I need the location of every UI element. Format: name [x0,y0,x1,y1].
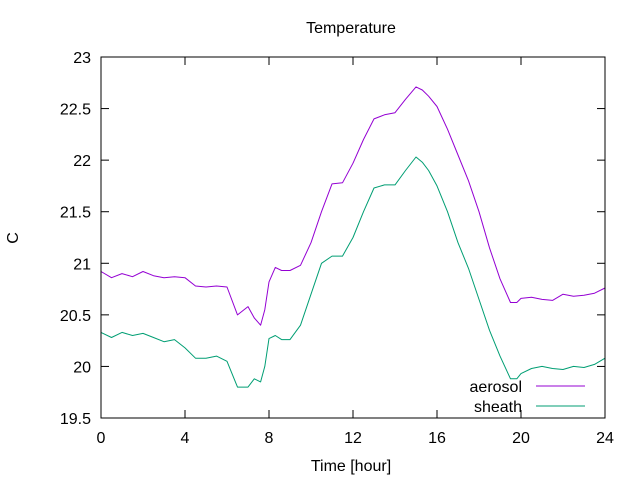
series-lines [100,86,606,388]
legend: aerosol sheath [470,379,585,416]
series-line-aerosol [100,86,606,326]
x-tick-label: 8 [265,430,274,447]
x-axis-label: Time [hour] [311,458,391,475]
x-tick-label: 12 [344,430,362,447]
x-tick-label: 4 [181,430,190,447]
y-axis-label: C [5,232,22,244]
x-tick-label: 0 [97,430,106,447]
y-tick-label: 21.5 [60,205,91,222]
y-tick-label: 22 [73,153,91,170]
y-tick-label: 20.5 [60,308,91,325]
x-tick-label: 20 [512,430,530,447]
y-tick-label: 22.5 [60,102,91,119]
y-tick-label: 23 [73,50,91,67]
plot-area-border [100,56,606,419]
y-tick-label: 20 [73,359,91,376]
y-tick-label: 19.5 [60,411,91,428]
y-tick-label: 21 [73,256,91,273]
x-tick-label: 24 [596,430,614,447]
legend-label-sheath: sheath [474,399,522,416]
legend-label-aerosol: aerosol [470,379,522,396]
series-line-sheath [100,156,606,388]
axis-ticks: 0 4 8 12 16 20 24 19.5 20 20.5 21 21.5 22 22.5 23 [60,50,614,447]
chart-title: Temperature [306,20,396,37]
x-tick-label: 16 [428,430,446,447]
